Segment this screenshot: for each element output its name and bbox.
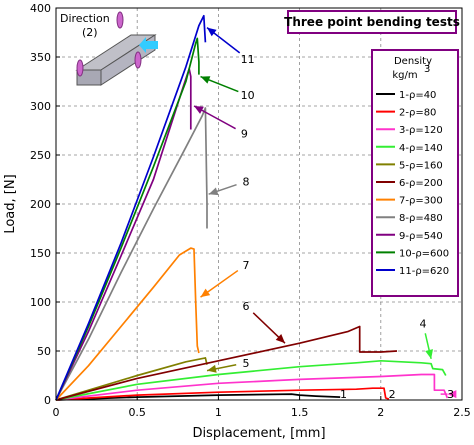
x-tick-label: 2 [377, 406, 384, 419]
callout-arrowhead-11 [207, 27, 217, 37]
callout-label-10: 10 [241, 89, 255, 102]
y-axis-ticks: 0 50 100 150 200 250 300 350 400 [30, 2, 60, 407]
y-axis-title: Load, [N] [3, 174, 18, 233]
support-roller-icon [134, 51, 142, 69]
callout-label-2: 2 [389, 388, 396, 401]
legend-label-4: 4-ρ=140 [399, 143, 443, 154]
legend-label-9: 9-ρ=540 [399, 231, 443, 242]
callout-label-1: 1 [340, 388, 347, 401]
chart-title: Three point bending tests [284, 15, 460, 29]
x-axis-title: Displacement, [mm] [192, 426, 325, 441]
x-tick-label: 0 [53, 406, 60, 419]
series-line-7 [55, 247, 200, 401]
callout-label-8: 8 [243, 175, 250, 188]
callout-label-11: 11 [241, 53, 255, 66]
series-line-3 [55, 373, 449, 401]
series-line-11 [55, 14, 207, 401]
series-line-5 [55, 357, 208, 401]
callout-arrowhead-9 [194, 106, 204, 114]
legend: Density kg/m 3 1-ρ=40 2-ρ=80 3-ρ=120 4-ρ=14… [371, 49, 459, 297]
legend-label-8: 8-ρ=480 [399, 213, 443, 224]
legend-label-1: 1-ρ=40 [399, 90, 436, 101]
y-tick-label: 150 [30, 247, 51, 260]
series-layer [55, 14, 449, 401]
y-tick-label: 250 [30, 149, 51, 162]
legend-label-2: 2-ρ=80 [399, 108, 436, 119]
y-tick-label: 200 [30, 198, 51, 211]
legend-label-7: 7-ρ=300 [399, 196, 443, 207]
support-roller-icon [116, 11, 124, 29]
callout-label-4: 4 [420, 318, 427, 331]
series-line-6 [55, 325, 398, 401]
legend-items: 1-ρ=40 2-ρ=80 3-ρ=120 4-ρ=140 5-ρ=160 6-ρ=200… [376, 90, 449, 277]
inset-direction-label: Direction [60, 12, 110, 25]
legend-label-11: 11-ρ=620 [399, 266, 449, 277]
x-tick-label: 1.5 [291, 406, 309, 419]
series-line-8 [55, 107, 208, 401]
series-line-9 [55, 67, 192, 401]
specimen-inset: Direction (2) [60, 11, 158, 86]
callout-arrowhead-6 [275, 334, 285, 344]
legend-label-5: 5-ρ=160 [399, 160, 443, 171]
y-tick-label: 0 [44, 394, 51, 407]
callout-label-3: 3 [447, 388, 454, 401]
legend-label-10: 10-ρ=600 [399, 248, 449, 259]
y-tick-label: 100 [30, 296, 51, 309]
callout-arrowhead-5 [207, 364, 217, 373]
callout-arrowhead-3 [447, 390, 457, 399]
legend-title: Density [394, 56, 432, 67]
x-axis-ticks: 0 0.5 1 1.5 2 2.5 [53, 396, 471, 419]
legend-label-3: 3-ρ=120 [399, 125, 443, 136]
annotations: 11 10 9 8 7 6 5 4 3 2 1 [193, 27, 457, 401]
callout-label-5: 5 [243, 357, 250, 370]
series-line-10 [55, 37, 200, 401]
y-tick-label: 400 [30, 2, 51, 15]
callout-label-7: 7 [243, 259, 250, 272]
title-box: Three point bending tests [284, 10, 460, 34]
series-line-2 [55, 387, 390, 401]
legend-label-6: 6-ρ=200 [399, 178, 443, 189]
callout-arrowhead-8 [208, 187, 219, 196]
legend-unit-superscript: 3 [424, 64, 430, 75]
load-arrow-head [139, 37, 146, 53]
legend-box [371, 49, 459, 297]
series-line-4 [55, 359, 447, 401]
y-tick-label: 50 [37, 345, 51, 358]
support-roller-icon [76, 59, 84, 77]
x-tick-label: 1 [215, 406, 222, 419]
callout-arrowhead-10 [200, 76, 211, 84]
x-tick-label: 2.5 [453, 406, 471, 419]
callout-label-9: 9 [241, 127, 248, 140]
y-tick-label: 300 [30, 100, 51, 113]
y-tick-label: 350 [30, 51, 51, 64]
inset-direction-number: (2) [82, 26, 98, 39]
callout-arrowhead-4 [425, 349, 434, 359]
callout-label-6: 6 [243, 300, 250, 313]
legend-unit: kg/m [392, 70, 417, 81]
x-tick-label: 0.5 [128, 406, 146, 419]
callout-arrowhead-7 [200, 288, 211, 298]
load-arrow-icon [146, 41, 158, 49]
